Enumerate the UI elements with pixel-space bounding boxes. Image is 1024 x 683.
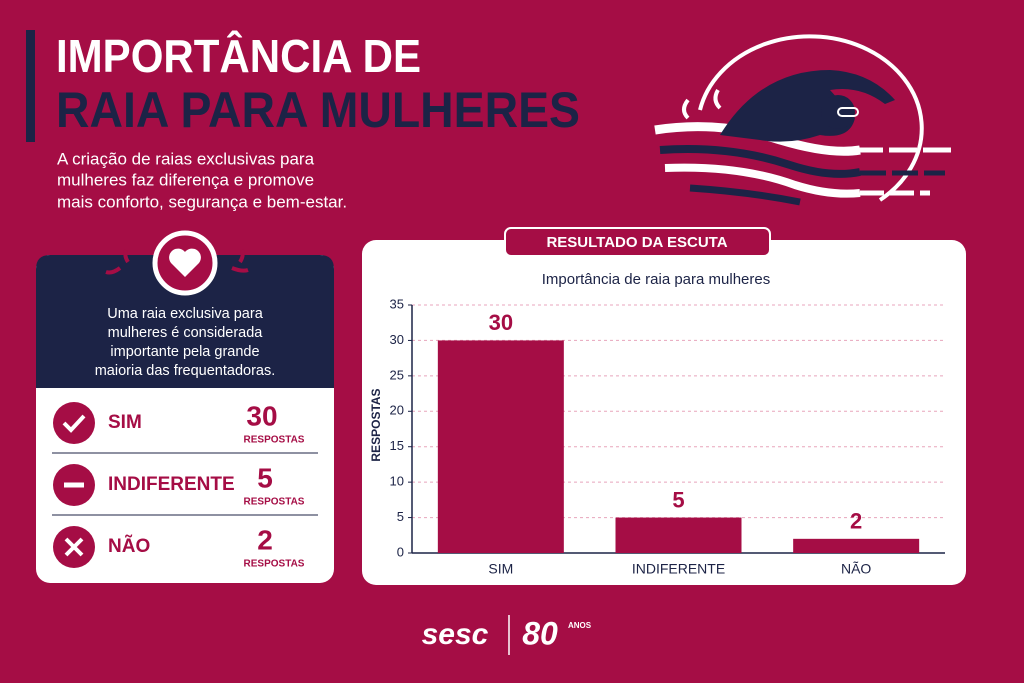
- x-tick-label: NÃO: [841, 561, 871, 577]
- anniversary-unit: ANOS: [568, 621, 592, 630]
- value-label: 2: [850, 509, 862, 534]
- title-line2: RAIA PARA MULHERES: [56, 82, 580, 138]
- y-tick-label: 15: [390, 438, 404, 453]
- row-label: SIM: [108, 412, 142, 433]
- bar: [437, 340, 564, 553]
- plot: 0 5 10 15 20 25 30 35 SIM 30 INDIFERENTE 5 NÃO 2: [390, 296, 945, 577]
- accent-bar: [26, 30, 35, 142]
- row-label: INDIFERENTE: [108, 474, 235, 495]
- row-count: 2: [257, 524, 273, 555]
- subtitle-line: mais conforto, segurança e bem-estar.: [57, 192, 347, 211]
- y-tick-label: 20: [390, 403, 404, 418]
- row-label: NÃO: [108, 535, 150, 557]
- bar: [793, 538, 920, 553]
- y-tick-label: 25: [390, 367, 404, 382]
- title-line1: IMPORTÂNCIA DE: [56, 30, 421, 82]
- card-description-line: importante pela grande: [110, 344, 259, 360]
- panel-tab-label: RESULTADO DA ESCUTA: [546, 234, 727, 251]
- row-unit: RESPOSTAS: [244, 559, 305, 570]
- subtitle-line: A criação de raias exclusivas para: [57, 149, 315, 168]
- brand: sesc: [422, 618, 489, 651]
- row-unit: RESPOSTAS: [244, 497, 305, 508]
- card-description-line: mulheres é considerada: [108, 325, 264, 341]
- x-tick-label: SIM: [488, 561, 513, 577]
- y-tick-label: 0: [397, 544, 404, 559]
- anniversary: 80: [522, 615, 558, 651]
- card-description-line: Uma raia exclusiva para: [107, 306, 263, 322]
- swimmer-emblem: [654, 34, 955, 206]
- bar: [615, 517, 742, 553]
- subtitle-line: mulheres faz diferença e promove: [57, 170, 314, 189]
- card-description-line: maioria das frequentadoras.: [95, 363, 276, 379]
- y-axis-label: RESPOSTAS: [369, 388, 383, 461]
- row-unit: RESPOSTAS: [244, 435, 305, 446]
- x-tick-label: INDIFERENTE: [632, 561, 725, 577]
- panel-tab: [504, 227, 771, 257]
- value-label: 5: [672, 487, 684, 512]
- y-tick-label: 10: [390, 474, 404, 489]
- value-label: 30: [489, 310, 513, 335]
- y-tick-label: 5: [397, 509, 404, 524]
- y-tick-label: 35: [390, 296, 404, 311]
- row-count: 30: [246, 400, 277, 431]
- summary-card: Uma raia exclusiva para mulheres é consi…: [36, 230, 334, 583]
- row-count: 5: [257, 462, 273, 493]
- chart-title: Importância de raia para mulheres: [542, 271, 770, 288]
- y-tick-label: 30: [390, 332, 404, 347]
